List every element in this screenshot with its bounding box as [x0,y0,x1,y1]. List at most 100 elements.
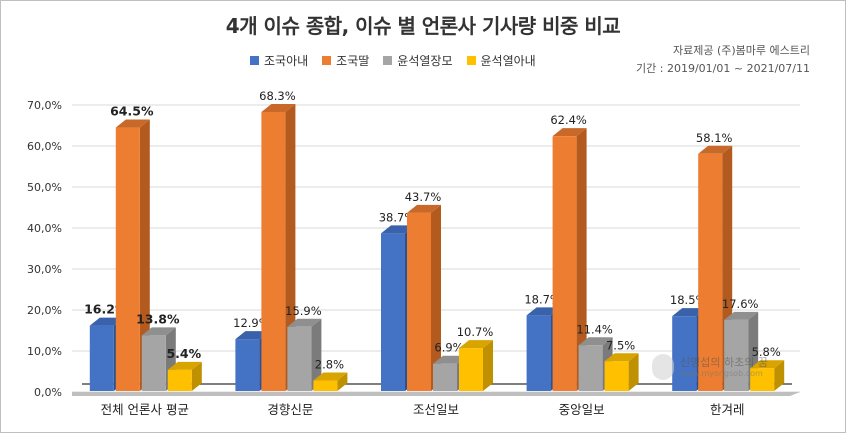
bar [459,348,483,391]
bar-top [578,337,613,346]
watermark-name: 신명섭의 하초의 꿈 [680,356,768,369]
bar-side [628,353,639,391]
y-tick-label: 70,0% [27,99,62,112]
data-label: 18.7% [524,292,561,306]
bar [141,335,166,391]
bar [235,339,260,391]
bar-top [672,308,707,317]
bar-top [552,128,587,137]
bar-top [141,327,176,336]
y-tick-label: 40,0% [27,222,62,235]
watermark-portrait-icon [652,354,674,380]
legend-item-series-4: 윤석열아내 [466,52,536,69]
bar [287,326,312,391]
data-label: 7.5% [606,338,635,352]
legend-label-series-2: 조국딸 [336,54,370,68]
data-label: 38.7% [379,210,416,224]
x-tick-label: 경향신문 [267,402,313,417]
legend: 조국아내 조국딸 윤석열장모 윤석열아내 [250,52,536,69]
bar-top [526,307,561,316]
bar [526,315,551,391]
bar-top [313,372,348,381]
bar-top [698,145,733,154]
bar-top [287,318,322,327]
bar-top [433,355,467,364]
x-tick-label: 조선일보 [413,402,459,417]
y-tick-label: 30,0% [27,263,62,276]
bar-top [89,317,124,326]
legend-swatch-series-1 [250,56,259,65]
bar-top [115,119,150,128]
bar-top [407,204,441,213]
x-tick-label: 한겨레 [710,402,745,417]
bar-top [724,311,759,320]
bar-top [381,225,415,234]
bar [115,127,140,392]
watermark: 신명섭의 하초의 꿈 www.myongsob.com [652,352,782,384]
bar-side [431,204,441,391]
bar-side [337,372,348,391]
bar [750,368,775,391]
data-label: 43.7% [405,190,442,204]
y-tick-label: 20,0% [27,304,62,317]
data-label: 62.4% [550,113,587,127]
legend-swatch-series-4 [466,56,476,65]
legend-label-series-1: 조국아내 [264,54,309,68]
legend-item-series-3: 윤석열장모 [383,52,453,69]
bar [89,325,114,391]
data-label: 5.8% [752,345,781,359]
bar-side [311,318,322,391]
bar [381,233,405,391]
data-label: 15.9% [285,304,322,318]
chart-title: 4개 이슈 종합, 이슈 별 언론사 기사량 비중 비교 [225,14,621,38]
chart-floor [72,392,800,396]
bar-top [167,361,202,370]
bar-side [774,360,785,391]
bar [672,316,697,391]
watermark-url: www.myongsob.com [680,369,763,378]
y-tick-label: 10,0% [27,345,62,358]
y-tick-label: 50,0% [27,181,62,194]
data-label: 17.6% [722,297,759,311]
bar-top [459,340,493,349]
x-tick-label: 중앙일보 [559,402,605,417]
bar-side [576,128,587,391]
legend-item-series-2: 조국딸 [322,52,369,69]
bar [167,369,192,391]
legend-swatch-series-2 [322,56,332,65]
x-tick-label: 전체 언론사 평균 [101,402,189,417]
bar-side [483,340,493,391]
bar-side [285,103,296,391]
data-label: 5.4% [166,346,201,361]
bar-top [261,103,296,112]
bar [313,380,338,391]
bar [698,153,723,391]
legend-label-series-3: 윤석열장모 [397,54,453,68]
data-label: 68.3% [259,89,296,103]
bar [724,319,749,391]
data-label: 58.1% [696,131,733,145]
bar-side [191,361,202,391]
data-label: 10.7% [457,325,494,339]
bar [261,111,286,391]
bar [604,361,629,391]
data-label: 6.9% [434,341,463,355]
bar-top [235,331,270,340]
data-label: 18.5% [670,293,707,307]
legend-swatch-series-3 [383,56,393,65]
data-label: 11.4% [576,322,613,336]
date-range: 기간 : 2019/01/01 ~ 2021/07/11 [636,62,810,75]
y-tick-label: 60,0% [27,140,62,153]
bar [407,212,431,391]
bar [433,363,457,391]
bar-top [750,360,785,369]
data-label: 2.8% [315,358,344,372]
bar [578,345,603,391]
y-tick-label: 0,0% [34,386,62,399]
bar [552,136,577,391]
source-credit: 자료제공 (주)봄마루 에스트리 [672,44,810,57]
data-label: 12.9% [233,316,270,330]
bar-side [139,119,150,392]
data-label: 13.8% [136,311,180,326]
